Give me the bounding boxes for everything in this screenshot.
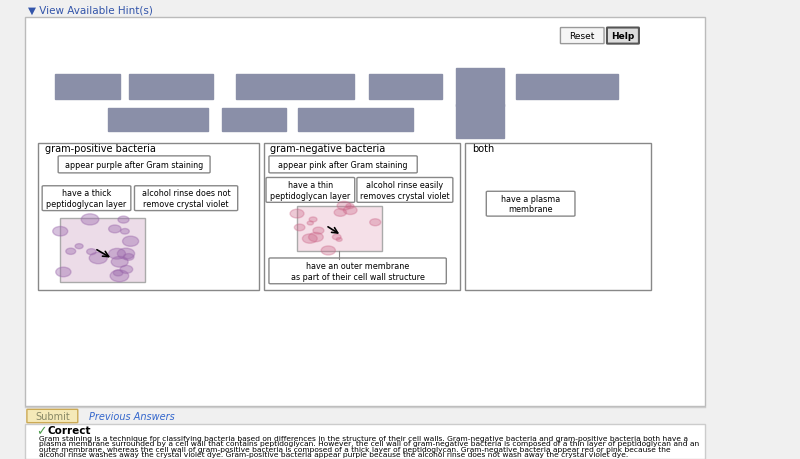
Circle shape: [337, 202, 351, 211]
Circle shape: [370, 219, 381, 226]
Circle shape: [122, 237, 138, 247]
Circle shape: [118, 249, 134, 259]
Text: alcohol rinse easily
removes crystal violet: alcohol rinse easily removes crystal vio…: [360, 181, 450, 200]
FancyBboxPatch shape: [561, 28, 604, 45]
Circle shape: [120, 266, 133, 274]
Text: have a thin
peptidoglycan layer: have a thin peptidoglycan layer: [270, 181, 350, 200]
Text: appear pink after Gram staining: appear pink after Gram staining: [278, 160, 408, 169]
Text: both: both: [472, 144, 494, 154]
Text: gram-positive bacteria: gram-positive bacteria: [45, 144, 156, 154]
Text: Previous Answers: Previous Answers: [89, 411, 174, 421]
FancyBboxPatch shape: [27, 409, 78, 423]
FancyBboxPatch shape: [297, 206, 382, 251]
Text: alcohol rinse washes away the crystal violet dye. Gram-positive bacteria appear : alcohol rinse washes away the crystal vi…: [38, 451, 628, 458]
FancyBboxPatch shape: [486, 192, 575, 217]
FancyBboxPatch shape: [269, 258, 446, 284]
FancyBboxPatch shape: [269, 157, 418, 174]
FancyBboxPatch shape: [42, 186, 131, 211]
Circle shape: [343, 207, 357, 215]
FancyBboxPatch shape: [54, 75, 120, 100]
Text: alcohol rinse does not
remove crystal violet: alcohol rinse does not remove crystal vi…: [142, 189, 230, 208]
Circle shape: [86, 249, 96, 255]
FancyBboxPatch shape: [26, 424, 705, 459]
Circle shape: [75, 244, 83, 249]
Circle shape: [294, 224, 305, 231]
Circle shape: [53, 227, 68, 236]
FancyBboxPatch shape: [457, 69, 504, 107]
Text: ▼ View Available Hint(s): ▼ View Available Hint(s): [28, 6, 153, 16]
FancyBboxPatch shape: [222, 109, 286, 132]
Text: ✓: ✓: [36, 424, 47, 437]
FancyBboxPatch shape: [298, 109, 413, 132]
Circle shape: [121, 229, 130, 235]
Circle shape: [109, 225, 121, 233]
FancyBboxPatch shape: [266, 178, 354, 203]
Text: Help: Help: [611, 32, 634, 41]
Circle shape: [66, 249, 76, 255]
Text: appear purple after Gram staining: appear purple after Gram staining: [66, 160, 203, 169]
Circle shape: [309, 218, 317, 223]
Circle shape: [110, 270, 129, 282]
Circle shape: [114, 270, 123, 276]
Circle shape: [111, 257, 128, 268]
FancyBboxPatch shape: [457, 105, 504, 139]
FancyBboxPatch shape: [370, 75, 442, 100]
FancyBboxPatch shape: [466, 143, 650, 290]
FancyBboxPatch shape: [357, 178, 453, 203]
Circle shape: [309, 233, 323, 242]
FancyBboxPatch shape: [107, 109, 208, 132]
Circle shape: [81, 214, 99, 225]
FancyBboxPatch shape: [264, 143, 460, 290]
Text: Reset: Reset: [570, 32, 595, 41]
Circle shape: [90, 253, 107, 264]
Text: Submit: Submit: [35, 411, 70, 421]
Circle shape: [346, 204, 354, 209]
Text: plasma membrane surrounded by a cell wall that contains peptidoglycan. However, : plasma membrane surrounded by a cell wal…: [38, 440, 698, 447]
FancyBboxPatch shape: [60, 218, 146, 282]
Text: have a thick
peptidoglycan layer: have a thick peptidoglycan layer: [46, 189, 126, 208]
FancyBboxPatch shape: [26, 18, 705, 406]
FancyBboxPatch shape: [130, 75, 213, 100]
FancyBboxPatch shape: [134, 186, 238, 211]
Circle shape: [313, 228, 324, 235]
FancyBboxPatch shape: [516, 75, 618, 100]
Circle shape: [302, 235, 318, 244]
Circle shape: [307, 222, 314, 225]
Circle shape: [321, 246, 335, 255]
FancyBboxPatch shape: [58, 157, 210, 174]
Text: outer membrane, whereas the cell wall of gram-positive bacteria is composed of a: outer membrane, whereas the cell wall of…: [38, 446, 670, 452]
Text: Gram staining is a technique for classifying bacteria based on differences in th: Gram staining is a technique for classif…: [38, 435, 687, 441]
Text: have an outer membrane
as part of their cell wall structure: have an outer membrane as part of their …: [290, 262, 425, 281]
Circle shape: [332, 235, 341, 240]
Circle shape: [290, 210, 304, 218]
Circle shape: [109, 249, 126, 259]
FancyBboxPatch shape: [38, 143, 259, 290]
Circle shape: [123, 254, 134, 261]
Text: gram-negative bacteria: gram-negative bacteria: [270, 144, 386, 154]
FancyBboxPatch shape: [236, 75, 354, 100]
Text: Correct: Correct: [48, 425, 91, 436]
Text: have a plasma
membrane: have a plasma membrane: [501, 195, 560, 214]
Circle shape: [334, 209, 346, 217]
Circle shape: [336, 238, 342, 242]
Circle shape: [118, 217, 129, 224]
FancyBboxPatch shape: [607, 28, 639, 45]
Circle shape: [56, 268, 71, 277]
